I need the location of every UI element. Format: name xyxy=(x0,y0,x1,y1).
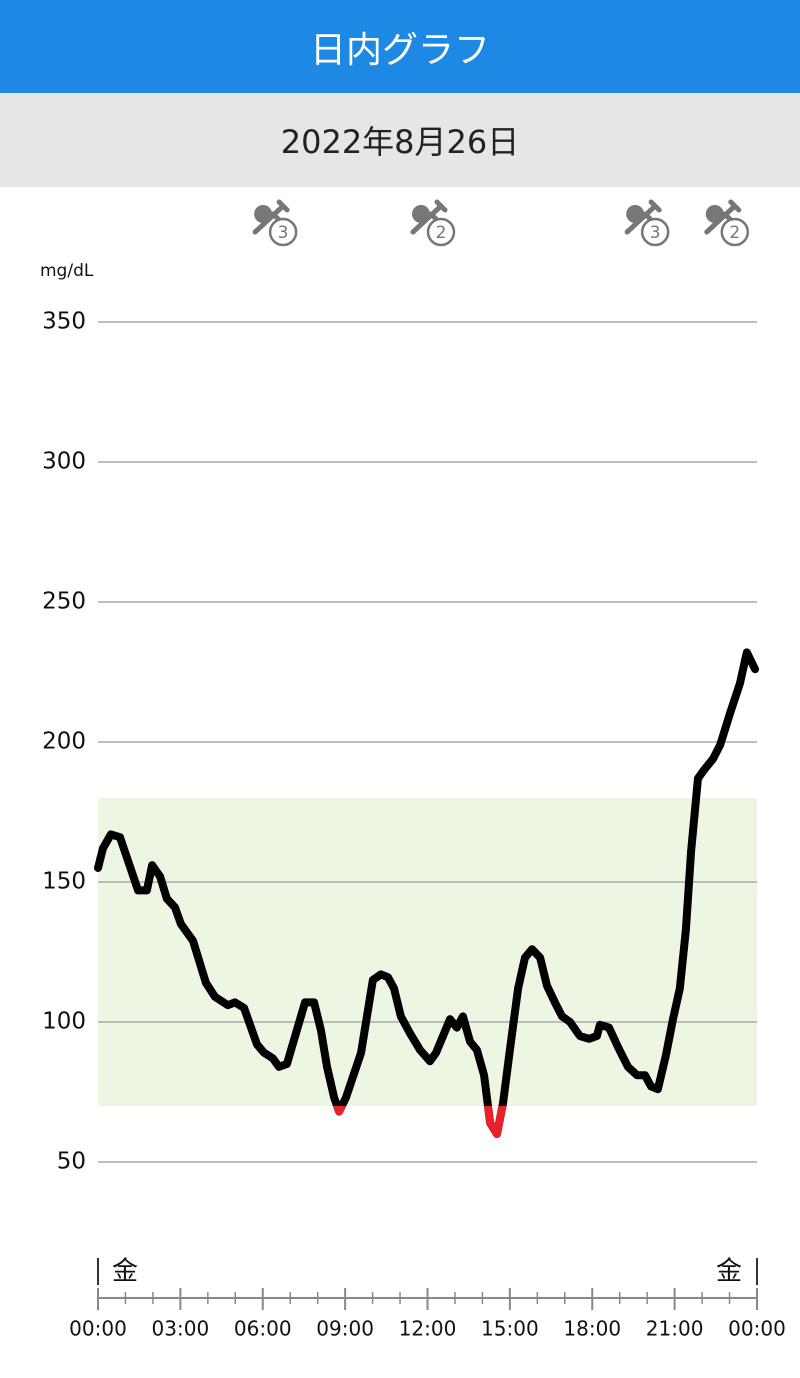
icon-count: 2 xyxy=(436,223,447,243)
icon-apple xyxy=(705,205,724,223)
x-tick-label: 03:00 xyxy=(152,1317,210,1341)
y-tick-label: 200 xyxy=(42,729,86,755)
date-bar[interactable]: 2022年8月26日 xyxy=(0,93,800,187)
y-axis-label: mg/dL xyxy=(40,261,94,281)
chart: mg/dL 金 金 50 100 150 200 250 300 350 00:00 03:00… xyxy=(40,199,786,1341)
x-tick-label: 06:00 xyxy=(234,1317,292,1341)
x-tick-label: 18:00 xyxy=(563,1317,621,1341)
day-label: 金 xyxy=(112,1257,138,1287)
x-tick-label: 12:00 xyxy=(399,1317,457,1341)
icon-count: 2 xyxy=(729,223,740,243)
icon-badge xyxy=(720,217,750,247)
y-tick-label: 150 xyxy=(42,869,86,895)
glucose-line xyxy=(94,648,760,1138)
x-tick-label: 00:00 xyxy=(69,1317,127,1341)
x-tick-label: 15:00 xyxy=(481,1317,539,1341)
insulin-icon: 2 xyxy=(704,199,750,247)
insulin-icon: 3 xyxy=(624,199,670,247)
icon-apple xyxy=(254,205,273,223)
insulin-icon: 3 xyxy=(252,199,298,247)
icon-count: 3 xyxy=(278,223,289,243)
y-tick-label: 100 xyxy=(42,1009,86,1035)
x-tick-label: 00:00 xyxy=(728,1317,786,1341)
icon-apple xyxy=(626,205,645,223)
icon-badge xyxy=(268,217,298,247)
day-label: 金 xyxy=(716,1257,742,1287)
y-tick-label: 50 xyxy=(57,1149,86,1175)
header-title: 日内グラフ xyxy=(0,0,800,93)
x-tick-label: 21:00 xyxy=(646,1317,704,1341)
y-tick-label: 350 xyxy=(42,309,86,335)
x-tick-label: 09:00 xyxy=(316,1317,374,1341)
icon-badge xyxy=(426,217,456,247)
y-tick-label: 300 xyxy=(42,449,86,475)
insulin-icon: 2 xyxy=(410,199,456,247)
icon-apple xyxy=(411,205,430,223)
icon-badge xyxy=(640,217,670,247)
y-tick-label: 250 xyxy=(42,589,86,615)
icon-count: 3 xyxy=(650,223,661,243)
